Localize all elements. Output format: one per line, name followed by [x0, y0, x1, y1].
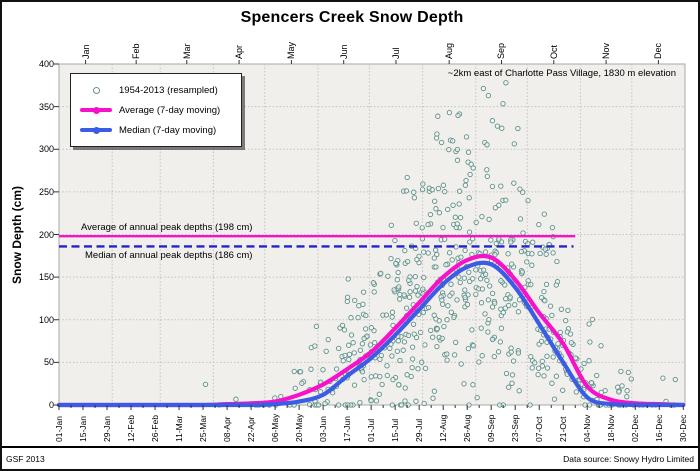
legend-label-average: Average (7-day moving): [119, 104, 221, 116]
y-tick-label: 200: [38, 229, 54, 240]
y-tick-label: 350: [38, 101, 54, 112]
footer-divider: [2, 446, 698, 448]
legend: 1954-2013 (resampled) Average (7-day mov…: [70, 73, 242, 147]
x-tick-label: 01-Jul: [366, 418, 377, 442]
month-label: Mar: [181, 43, 192, 60]
x-tick-label: 29-Jul: [414, 418, 425, 442]
y-tick-label: 250: [38, 186, 54, 197]
y-tick-label: 400: [38, 59, 54, 69]
x-tick-label: 17-Jun: [342, 416, 353, 442]
x-tick-label: 06-May: [270, 413, 281, 442]
x-tick-label: 26-Feb: [150, 415, 161, 442]
month-label: Apr: [234, 44, 245, 59]
average-line-marker-icon: [93, 106, 100, 114]
y-tick-label: 0: [48, 400, 54, 410]
x-tick-label: 23-Sep: [510, 414, 521, 442]
average-peak-line-label: Average of annual peak depths (198 cm): [81, 222, 253, 233]
month-label: Aug: [444, 42, 455, 59]
x-tick-label: 12-Feb: [126, 415, 137, 442]
footer-credit: GSF 2013: [6, 454, 45, 464]
month-label: Oct: [548, 44, 559, 59]
y-tick-label: 300: [38, 144, 54, 155]
x-tick-label: 03-Jun: [318, 416, 329, 442]
x-tick-label: 29-Jan: [102, 416, 113, 442]
month-label: Feb: [131, 43, 142, 59]
chart-title: Spencers Creek Snow Depth: [240, 9, 464, 26]
average-line-icon: [80, 106, 112, 114]
x-tick-label: 02-Dec: [630, 414, 641, 442]
footer-source: Data source: Snowy Hydro Limited: [563, 454, 694, 464]
y-tick-label: 50: [43, 357, 54, 368]
x-tick-label: 07-Oct: [534, 416, 545, 442]
month-label: Dec: [653, 42, 664, 59]
x-tick-label: 30-Dec: [678, 414, 689, 442]
x-tick-label: 11-Mar: [174, 415, 185, 442]
month-label: Sep: [496, 42, 507, 59]
month-label: May: [286, 41, 297, 59]
legend-item-average: Average (7-day moving): [73, 100, 237, 120]
x-tick-label: 18-Nov: [606, 414, 617, 442]
x-tick-label: 01-Jan: [54, 416, 64, 442]
month-label: Jan: [80, 44, 91, 59]
median-line-marker-icon: [93, 126, 100, 134]
month-label: Jul: [391, 47, 401, 59]
x-tick-label: 25-Mar: [198, 415, 209, 442]
x-tick-label: 04-Nov: [582, 414, 593, 442]
legend-marker-cell: [73, 126, 119, 134]
location-annotation: ~2km east of Charlotte Pass Village, 183…: [447, 68, 676, 79]
x-tick-label: 09-Sep: [486, 414, 497, 442]
x-tick-label: 22-Apr: [246, 416, 257, 442]
median-line-icon: [80, 126, 112, 134]
legend-marker-cell: [73, 86, 119, 94]
month-label: Jun: [338, 44, 349, 59]
x-tick-label: 08-Apr: [222, 416, 233, 442]
x-tick-label: 12-Aug: [438, 414, 449, 442]
x-tick-label: 21-Oct: [558, 416, 569, 442]
x-tick-label: 15-Jan: [78, 416, 88, 442]
month-label: Nov: [601, 42, 612, 59]
legend-item-scatter: 1954-2013 (resampled): [73, 80, 237, 100]
y-axis-title: Snow Depth (cm): [10, 186, 24, 284]
legend-label-scatter: 1954-2013 (resampled): [119, 84, 218, 96]
x-tick-label: 20-May: [294, 413, 305, 442]
legend-item-median: Median (7-day moving): [73, 120, 237, 140]
y-tick-label: 150: [38, 272, 54, 283]
y-tick-label: 100: [38, 314, 54, 325]
median-peak-line-label: Median of annual peak depths (186 cm): [85, 250, 253, 261]
legend-marker-cell: [73, 106, 119, 114]
x-tick-label: 15-Jul: [390, 418, 401, 442]
x-tick-label: 16-Dec: [654, 414, 665, 442]
x-tick-label: 26-Aug: [462, 414, 473, 442]
scatter-point-icon: [92, 86, 100, 94]
legend-label-median: Median (7-day moving): [119, 124, 217, 136]
